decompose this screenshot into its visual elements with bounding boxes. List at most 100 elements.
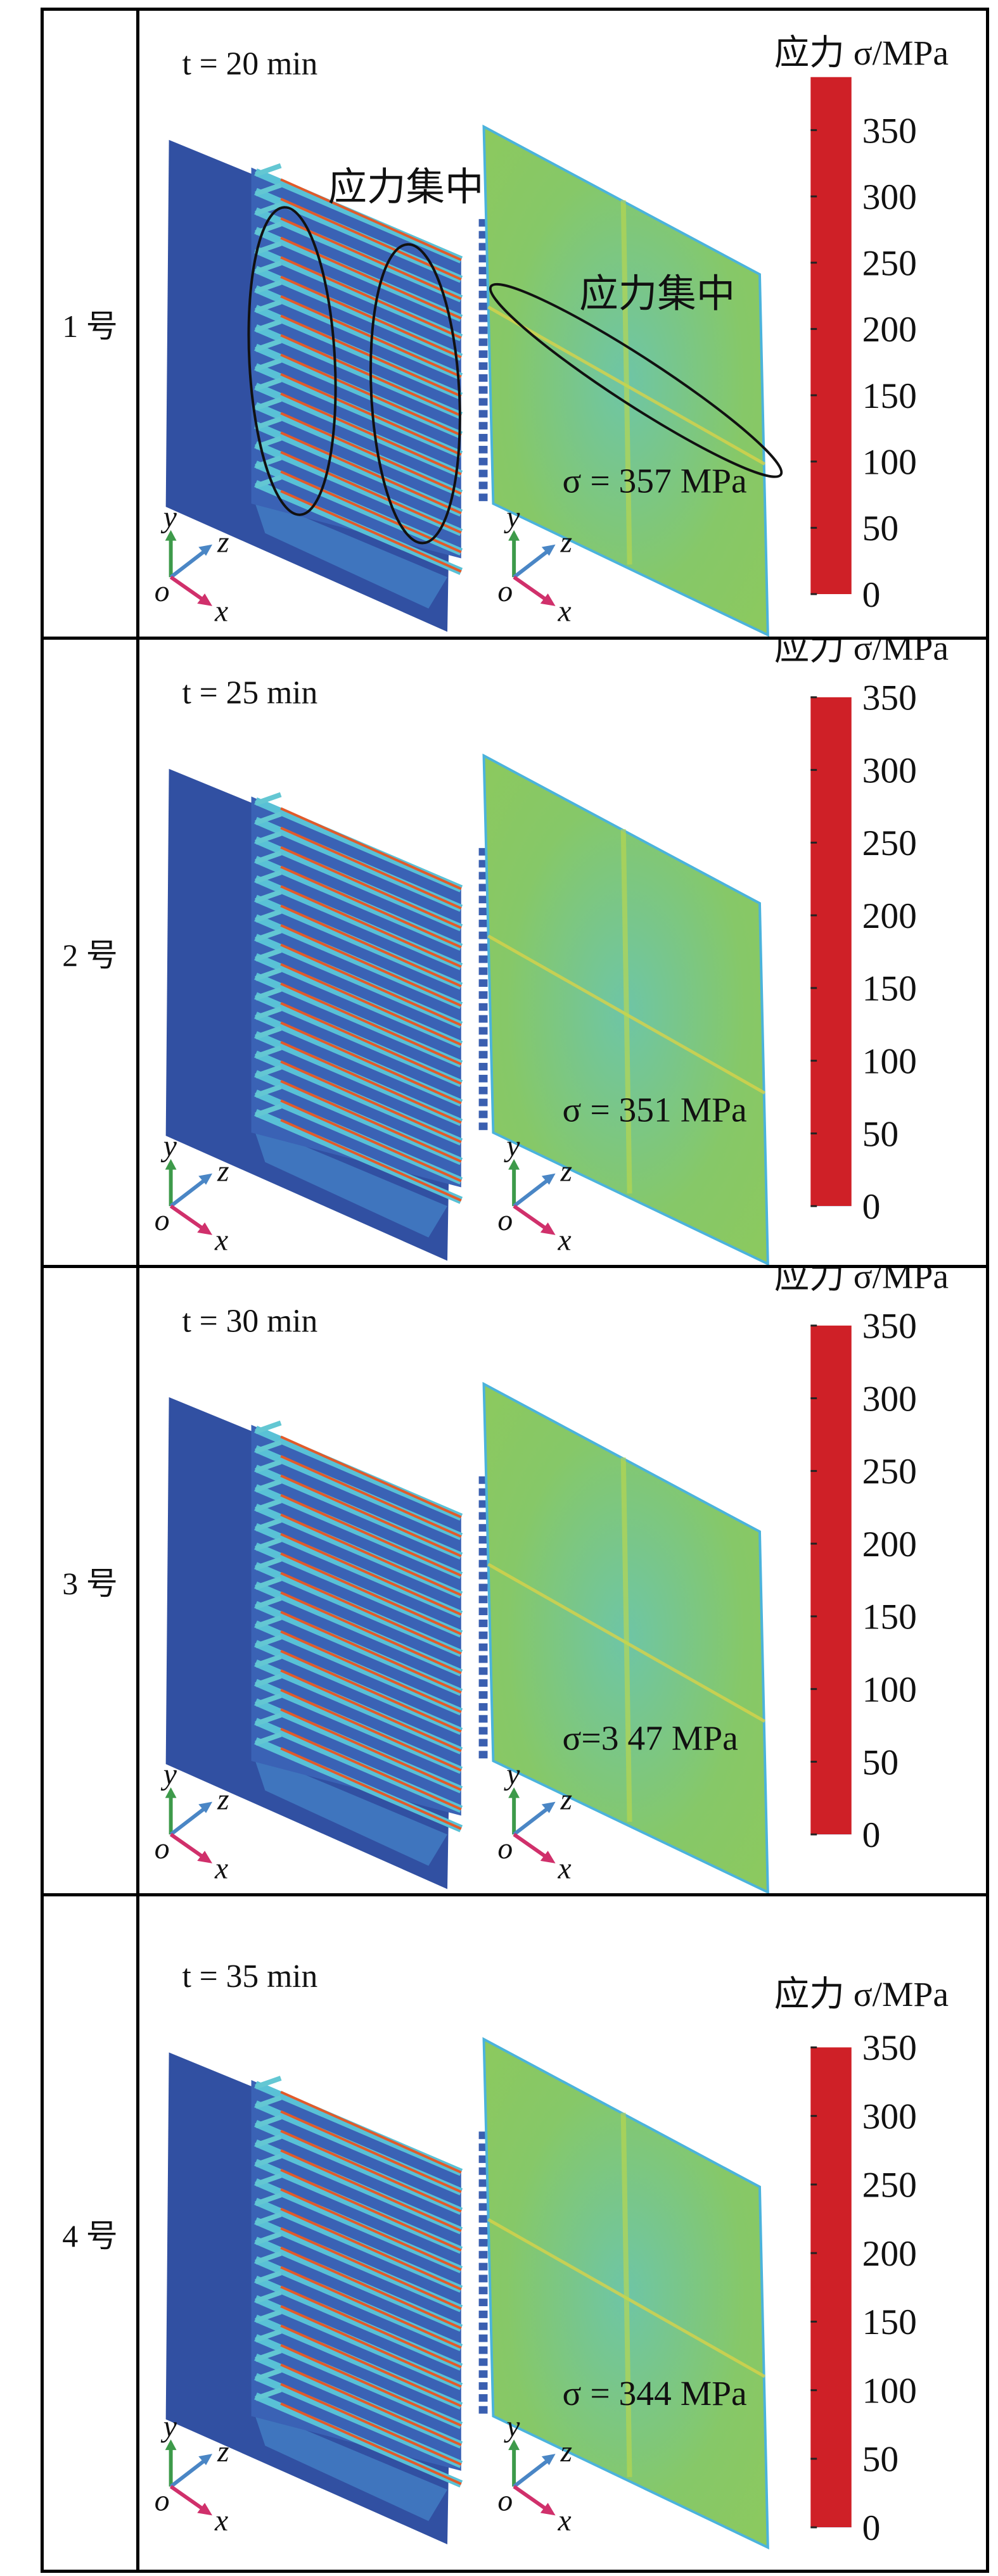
- fin-stress-line: [280, 1591, 462, 1675]
- plate-tooth: [478, 1086, 488, 1094]
- svg-text:z: z: [560, 526, 573, 559]
- fin-edge: [255, 1084, 282, 1098]
- colorbar-tick-label: 200: [862, 310, 917, 350]
- plate-tooth: [478, 1524, 488, 1532]
- fin-edge: [255, 1518, 282, 1532]
- time-label: t = 25 min: [182, 675, 317, 711]
- fin-edge: [255, 319, 282, 333]
- colorbar-title: 应力 σ/MPa: [774, 1268, 949, 1296]
- plate-tooth: [478, 2227, 488, 2235]
- colorbar-tick-label: 200: [862, 1525, 917, 1564]
- plate-tooth: [478, 1098, 488, 1107]
- plate-tooth: [478, 847, 488, 856]
- fin-edge: [255, 1103, 282, 1118]
- svg-text:z: z: [560, 2435, 573, 2468]
- colorbar-tick-label: 0: [862, 575, 881, 615]
- fin-stress-line: [280, 1708, 462, 1791]
- plate-tooth: [478, 1739, 488, 1747]
- plate-tooth: [478, 2287, 488, 2295]
- fin-edge: [255, 2076, 282, 2090]
- fin-edge: [255, 1596, 282, 1609]
- svg-text:x: x: [214, 595, 228, 628]
- plate-tooth: [478, 1631, 488, 1639]
- fin-edge: [255, 2309, 282, 2323]
- colorbar-tick-label: 250: [862, 244, 917, 284]
- fin-edge: [255, 948, 282, 962]
- fin-edge: [255, 2095, 282, 2109]
- plate-tooth: [478, 1655, 488, 1663]
- fin-stress-line: [280, 178, 462, 262]
- plate-tooth: [478, 1715, 488, 1723]
- svg-text:x: x: [558, 595, 572, 628]
- fin-edge: [255, 1498, 282, 1513]
- colorbar-tick-label: 350: [862, 678, 917, 718]
- plate-tooth: [478, 243, 488, 251]
- fin-edge: [255, 1693, 282, 1707]
- fin-edge: [255, 1025, 282, 1040]
- case-label: 2 号: [44, 640, 139, 1265]
- table-row: 3 号 t = 30 min σ=3 47 MPa y z x o y z x: [44, 1268, 986, 1896]
- svg-text:z: z: [217, 526, 229, 559]
- fin-stress-line: [280, 2149, 462, 2232]
- plate-tooth: [478, 231, 488, 239]
- max-stress-label: σ = 357 MPa: [563, 462, 747, 500]
- fin-edge: [255, 2290, 282, 2304]
- fin-edge: [255, 870, 282, 884]
- fin-edge: [255, 300, 282, 314]
- fin-stress-line: [280, 451, 462, 534]
- case-label: 3 号: [44, 1268, 139, 1893]
- fin-stress-line: [280, 2305, 462, 2388]
- plate-tooth: [478, 326, 488, 334]
- fin-edge: [255, 831, 282, 845]
- fin-edge: [255, 241, 282, 255]
- svg-text:y: y: [161, 1758, 177, 1791]
- fin-stress-line: [280, 2169, 462, 2252]
- fin-stress-line: [280, 1494, 462, 1577]
- fin-array: [251, 796, 461, 1188]
- fin-stress-line: [280, 2091, 462, 2174]
- colorbar: [810, 1325, 852, 1835]
- fin-stress-line: [280, 217, 462, 300]
- left-plate-base-stress: [252, 495, 447, 609]
- plate-tooth: [478, 872, 488, 880]
- plate-tooth: [478, 1039, 488, 1047]
- fin-stress-line: [280, 865, 462, 949]
- colorbar-tick-label: 300: [862, 2097, 917, 2137]
- plate-tooth: [478, 267, 488, 275]
- fin-stress-line: [280, 373, 462, 456]
- fin-stress-line: [280, 904, 462, 987]
- svg-text:y: y: [504, 1758, 520, 1791]
- fin-edge: [255, 1576, 282, 1590]
- plate-tooth: [478, 2238, 488, 2247]
- svg-text:z: z: [217, 2435, 229, 2468]
- colorbar-tick-label: 200: [862, 2234, 917, 2274]
- colorbar-tick-label: 50: [862, 2440, 899, 2480]
- fin-edge: [255, 222, 282, 236]
- colorbar-tick-label: 100: [862, 443, 917, 483]
- fin-edge: [255, 1713, 282, 1727]
- stress-plot-panel: t = 20 min σ = 357 MPa 应力集中 应力集中 y z x o…: [139, 11, 986, 637]
- fin-edge: [255, 378, 282, 391]
- fin-stress-line: [280, 1552, 462, 1635]
- svg-text:x: x: [214, 1224, 228, 1257]
- fin-stress-line: [280, 2383, 462, 2466]
- stress-concentration-ellipse: [247, 206, 337, 516]
- plate-tooth: [478, 1536, 488, 1544]
- fin-edge: [255, 2368, 282, 2382]
- colorbar-tick-label: 50: [862, 509, 899, 549]
- colorbar-tick-label: 350: [862, 111, 917, 151]
- plate-tooth: [478, 967, 488, 975]
- fin-array: [251, 2079, 461, 2471]
- fin-edge: [255, 2348, 282, 2363]
- fin-edge: [255, 455, 282, 469]
- plate-tooth: [478, 1027, 488, 1035]
- plate-tooth: [478, 1703, 488, 1711]
- fin-edge: [255, 202, 282, 216]
- plate-tooth: [478, 2322, 488, 2330]
- plate-tooth: [478, 1003, 488, 1011]
- colorbar-tick-label: 300: [862, 1379, 917, 1419]
- fin-edge: [255, 2114, 282, 2129]
- plate-tooth: [478, 2250, 488, 2259]
- colorbar-tick-label: 0: [862, 1815, 881, 1855]
- plate-tooth: [478, 860, 488, 868]
